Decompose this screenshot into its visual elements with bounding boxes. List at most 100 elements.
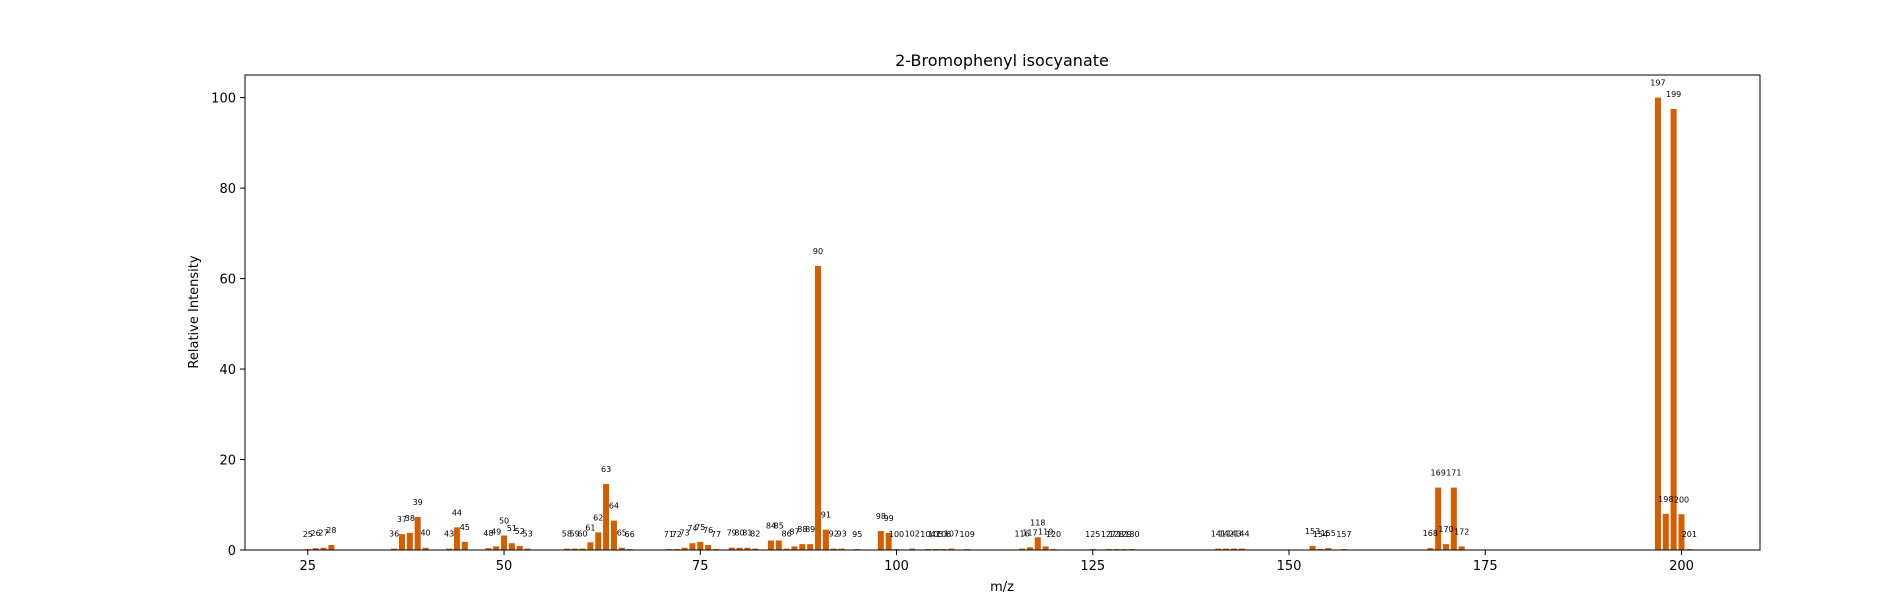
peak-label-129: 129 — [1117, 530, 1132, 539]
bar-mz-48 — [485, 548, 492, 550]
bar-mz-63 — [603, 483, 610, 550]
peak-label-82: 82 — [750, 530, 760, 539]
bar-mz-52 — [516, 545, 523, 550]
x-tick-label: 75 — [692, 559, 709, 574]
peak-label-36: 36 — [389, 530, 399, 539]
peak-label-120: 120 — [1046, 530, 1061, 539]
peak-label-153: 153 — [1305, 527, 1320, 536]
peak-label-39: 39 — [413, 498, 423, 507]
peak-label-84: 84 — [766, 522, 776, 531]
peak-label-116: 116 — [1014, 530, 1029, 539]
peak-label-157: 157 — [1336, 530, 1351, 539]
x-tick-label: 50 — [496, 559, 513, 574]
bar-mz-65 — [618, 547, 625, 550]
bar-mz-87 — [791, 546, 798, 550]
peak-label-125: 125 — [1085, 530, 1100, 539]
peak-label-75: 75 — [695, 523, 705, 532]
peak-label-62: 62 — [593, 513, 603, 522]
bar-mz-91 — [822, 529, 829, 550]
peak-label-87: 87 — [789, 527, 799, 536]
bar-mz-116 — [1019, 548, 1026, 550]
plot-area-frame — [244, 74, 1761, 551]
peak-label-60: 60 — [577, 530, 587, 539]
bar-mz-36 — [391, 548, 398, 550]
peak-label-49: 49 — [491, 527, 501, 536]
peak-label-59: 59 — [570, 530, 580, 539]
peak-label-50: 50 — [499, 517, 509, 526]
peak-label-25: 25 — [303, 530, 313, 539]
bar-mz-43 — [446, 548, 453, 550]
bar-mz-169 — [1435, 487, 1442, 550]
peak-label-26: 26 — [311, 529, 321, 538]
peak-label-64: 64 — [609, 502, 619, 511]
bar-mz-27 — [320, 547, 327, 550]
bar-mz-99 — [885, 532, 892, 550]
peak-label-63: 63 — [601, 465, 611, 474]
x-tick-label: 100 — [884, 559, 909, 574]
peak-label-107: 107 — [944, 530, 959, 539]
bar-mz-49 — [493, 546, 500, 550]
bar-mz-28 — [328, 545, 335, 550]
bar-mz-199 — [1670, 108, 1677, 551]
y-tick-label: 100 — [211, 92, 236, 107]
bar-mz-200 — [1678, 514, 1685, 550]
y-tick-label: 80 — [219, 182, 236, 197]
bar-mz-81 — [744, 547, 751, 550]
x-tick-label: 200 — [1669, 559, 1694, 574]
peak-label-117: 117 — [1022, 528, 1037, 537]
peak-label-73: 73 — [679, 529, 689, 538]
bar-mz-85 — [775, 540, 782, 550]
bar-mz-60 — [579, 548, 586, 550]
peak-label-38: 38 — [405, 514, 415, 523]
peak-label-27: 27 — [318, 529, 328, 538]
peak-label-53: 53 — [522, 530, 532, 539]
bar-mz-198 — [1662, 513, 1669, 550]
peak-label-66: 66 — [625, 530, 635, 539]
y-tick-label: 20 — [219, 454, 236, 469]
peak-label-43: 43 — [444, 530, 454, 539]
peak-label-168: 168 — [1423, 529, 1438, 538]
peak-label-90: 90 — [813, 247, 823, 256]
peak-label-88: 88 — [797, 525, 807, 534]
bar-mz-58 — [563, 548, 570, 550]
peak-label-65: 65 — [617, 529, 627, 538]
bar-mz-141 — [1215, 548, 1222, 550]
bar-mz-74 — [689, 543, 696, 550]
peak-label-118: 118 — [1030, 518, 1045, 527]
peak-label-130: 130 — [1124, 530, 1139, 539]
peak-label-79: 79 — [727, 529, 737, 538]
peak-label-141: 141 — [1211, 530, 1226, 539]
peak-label-45: 45 — [460, 523, 470, 532]
peak-label-77: 77 — [711, 530, 721, 539]
bar-mz-45 — [461, 541, 468, 550]
peak-label-51: 51 — [507, 524, 517, 533]
peak-label-99: 99 — [884, 514, 894, 523]
bar-mz-107 — [948, 548, 955, 550]
peak-label-109: 109 — [960, 530, 975, 539]
peak-label-170: 170 — [1438, 525, 1453, 534]
bar-mz-62 — [595, 532, 602, 550]
peak-label-74: 74 — [687, 524, 697, 533]
peak-label-128: 128 — [1109, 530, 1124, 539]
bar-mz-153 — [1309, 545, 1316, 550]
bar-mz-82 — [752, 548, 759, 550]
bar-mz-88 — [799, 544, 806, 550]
peak-label-58: 58 — [562, 530, 572, 539]
bar-mz-53 — [524, 548, 531, 550]
x-axis-ticks: 25 50 75 100 125 150 175 200 — [300, 550, 1694, 574]
peak-label-119: 119 — [1038, 527, 1053, 536]
x-tick-label: 125 — [1080, 559, 1105, 574]
x-tick-label: 25 — [300, 559, 317, 574]
bar-mz-171 — [1450, 487, 1457, 550]
peak-label-44: 44 — [452, 508, 462, 517]
peak-label-106: 106 — [936, 530, 951, 539]
peak-label-95: 95 — [852, 530, 862, 539]
peak-label-100: 100 — [889, 530, 904, 539]
chart-title: 2-Bromophenyl isocyanate — [895, 51, 1109, 70]
bar-mz-143 — [1231, 548, 1238, 550]
peak-label-40: 40 — [420, 529, 430, 538]
x-axis-title: m/z — [990, 580, 1014, 595]
bar-mz-39 — [414, 516, 421, 550]
